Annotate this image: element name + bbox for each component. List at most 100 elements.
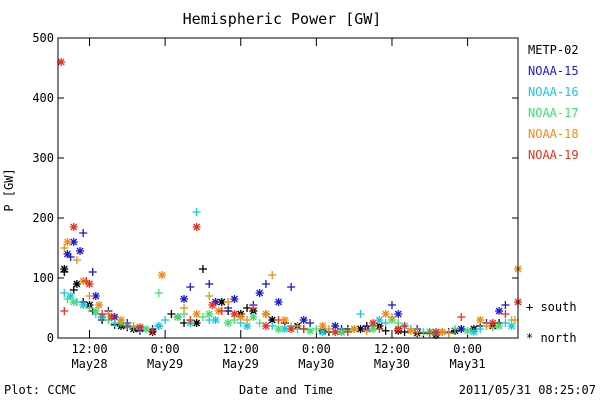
noaa-18-north-point — [280, 316, 289, 324]
noaa-17-north-point — [495, 322, 504, 330]
noaa-18-south-point — [268, 271, 277, 279]
noaa-18-south-point — [293, 322, 302, 330]
noaa-15-north-point — [274, 298, 283, 306]
x-tick-label-time: 12:00 — [374, 342, 410, 356]
noaa-19-north-point — [107, 313, 116, 321]
noaa-15-south-point — [306, 319, 315, 327]
noaa-18-south-point — [387, 313, 396, 321]
x-tick-label-date: May30 — [298, 357, 334, 371]
noaa-19-north-point — [135, 323, 144, 332]
noaa-19-south-point — [148, 326, 157, 335]
x-tick-label-date: May30 — [374, 357, 410, 371]
noaa-19-south-point — [98, 310, 107, 318]
x-tick-label-date: May31 — [450, 357, 486, 371]
noaa-18-north-point — [476, 316, 485, 324]
noaa-18-south-point — [482, 322, 491, 330]
x-tick-label-time: 0:00 — [151, 342, 180, 356]
footer-timestamp: 2011/05/31 08:25:07 — [459, 383, 596, 397]
legend-noaa-18: NOAA-18 — [528, 127, 579, 141]
noaa-17-north-point — [463, 326, 472, 335]
x-tick-label-date: May29 — [223, 357, 259, 371]
x-tick-label-date: May29 — [147, 357, 183, 371]
noaa-15-north-point — [299, 316, 308, 324]
noaa-15-south-point — [287, 283, 296, 291]
noaa-18-north-point — [318, 322, 327, 330]
noaa-18-north-point — [157, 271, 166, 279]
metp-02-north-point — [72, 280, 81, 288]
noaa-18-south-point — [60, 244, 69, 252]
noaa-18-south-point — [413, 328, 422, 336]
noaa-19-south-point — [299, 325, 308, 333]
marker-legend-north: * north — [526, 331, 577, 345]
noaa-17-north-point — [249, 313, 258, 321]
metp-02-south-point — [381, 326, 390, 335]
noaa-19-south-point — [123, 322, 132, 330]
noaa-17-south-point — [312, 325, 321, 333]
noaa-15-south-point — [387, 301, 396, 309]
legend-noaa-17: NOAA-17 — [528, 106, 579, 120]
noaa-18-north-point — [350, 325, 359, 333]
metp-02-south-point — [167, 310, 176, 318]
noaa-17-south-point — [255, 319, 264, 327]
noaa-19-south-point — [274, 316, 283, 324]
noaa-18-south-point — [85, 292, 94, 300]
x-tick-label-time: 12:00 — [71, 342, 107, 356]
noaa-17-south-point — [154, 289, 163, 297]
noaa-18-north-point — [406, 326, 415, 335]
noaa-16-south-point — [161, 316, 170, 324]
noaa-19-north-point — [192, 223, 201, 231]
noaa-19-north-point — [432, 328, 441, 336]
noaa-19-north-point — [394, 325, 403, 333]
noaa-15-south-point — [88, 268, 97, 276]
noaa-19-south-point — [343, 328, 352, 336]
noaa-16-south-point — [192, 208, 201, 216]
noaa-19-south-point — [501, 310, 510, 318]
legend-noaa-15: NOAA-15 — [528, 64, 579, 78]
noaa-18-north-point — [63, 238, 72, 246]
noaa-16-south-point — [501, 319, 510, 327]
noaa-17-north-point — [173, 313, 182, 321]
noaa-16-north-point — [469, 328, 478, 336]
noaa-17-north-point — [224, 319, 233, 327]
noaa-16-north-point — [79, 301, 88, 309]
y-tick-label: 0 — [47, 331, 54, 345]
noaa-16-south-point — [476, 325, 485, 333]
noaa-19-north-point — [287, 325, 296, 333]
data-points — [57, 58, 522, 339]
noaa-18-north-point — [192, 310, 201, 318]
x-tick-label-time: 0:00 — [453, 342, 482, 356]
y-axis-label: P [GW] — [2, 168, 16, 211]
noaa-19-south-point — [425, 329, 434, 338]
noaa-15-north-point — [211, 298, 220, 306]
noaa-18-south-point — [362, 326, 371, 335]
noaa-19-south-point — [186, 316, 195, 324]
noaa-19-north-point — [69, 223, 78, 231]
noaa-16-north-point — [375, 316, 384, 324]
legend-noaa-16: NOAA-16 — [528, 85, 579, 99]
x-axis-label: Date and Time — [239, 383, 333, 397]
noaa-19-north-point — [331, 328, 340, 336]
noaa-19-north-point — [208, 301, 217, 309]
marker-legend-south: + south — [526, 300, 577, 314]
noaa-15-south-point — [79, 229, 88, 237]
noaa-18-north-point — [261, 310, 270, 318]
noaa-18-south-point — [224, 298, 233, 306]
noaa-18-south-point — [205, 292, 214, 300]
y-axis-ticks: 0 100 200 300 400 500 — [32, 31, 518, 345]
noaa-19-north-point — [261, 322, 270, 330]
plot-frame — [57, 37, 519, 339]
legend: METP-02 NOAA-15 NOAA-16 NOAA-17 NOAA-18 NOAA-… — [528, 43, 579, 162]
noaa-19-south-point — [375, 325, 384, 333]
noaa-17-south-point — [63, 295, 72, 303]
noaa-15-north-point — [255, 289, 264, 297]
x-axis-ticks: 12:00May280:00May2912:00May290:00May3012… — [71, 38, 486, 371]
metp-02-north-point — [60, 265, 69, 273]
noaa-15-north-point — [495, 307, 504, 315]
noaa-19-south-point — [60, 307, 69, 315]
noaa-16-north-point — [154, 322, 163, 330]
y-tick-label: 100 — [32, 271, 54, 285]
noaa-19-south-point — [457, 313, 466, 321]
x-tick-label-time: 12:00 — [223, 342, 259, 356]
noaa-18-south-point — [180, 304, 189, 312]
